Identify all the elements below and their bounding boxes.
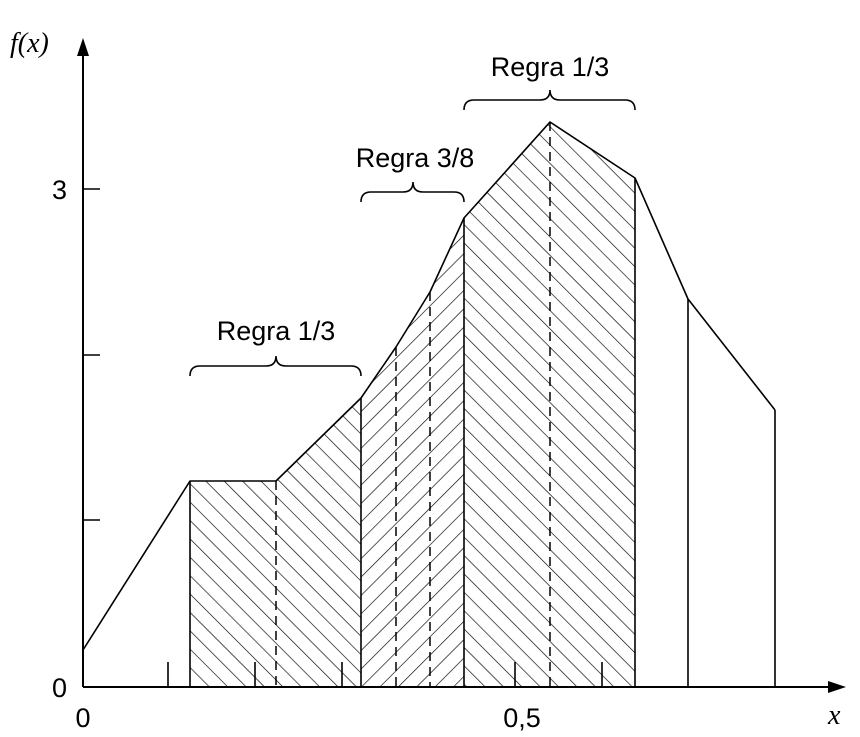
segment-label: Regra 1/3: [491, 52, 610, 82]
x-tick-label: 0: [75, 703, 90, 733]
region-simpson38: [361, 218, 464, 687]
segment-label: Regra 1/3: [217, 316, 336, 346]
y-tick-label: 3: [52, 175, 67, 205]
y-axis-label: f(x): [10, 28, 49, 59]
y-tick-label: 0: [52, 673, 67, 703]
segment-label: Regra 3/8: [356, 143, 475, 173]
x-axis-label: x: [827, 700, 841, 731]
brace-simpson38: [360, 181, 465, 203]
y-axis-arrow: [77, 38, 89, 56]
brace-simpson13-left: [189, 355, 362, 377]
x-axis-arrow: [828, 681, 846, 693]
x-tick-label: 0,5: [503, 703, 541, 733]
brace-simpson13-right: [463, 89, 636, 111]
region-simpson13-right: [464, 122, 635, 687]
